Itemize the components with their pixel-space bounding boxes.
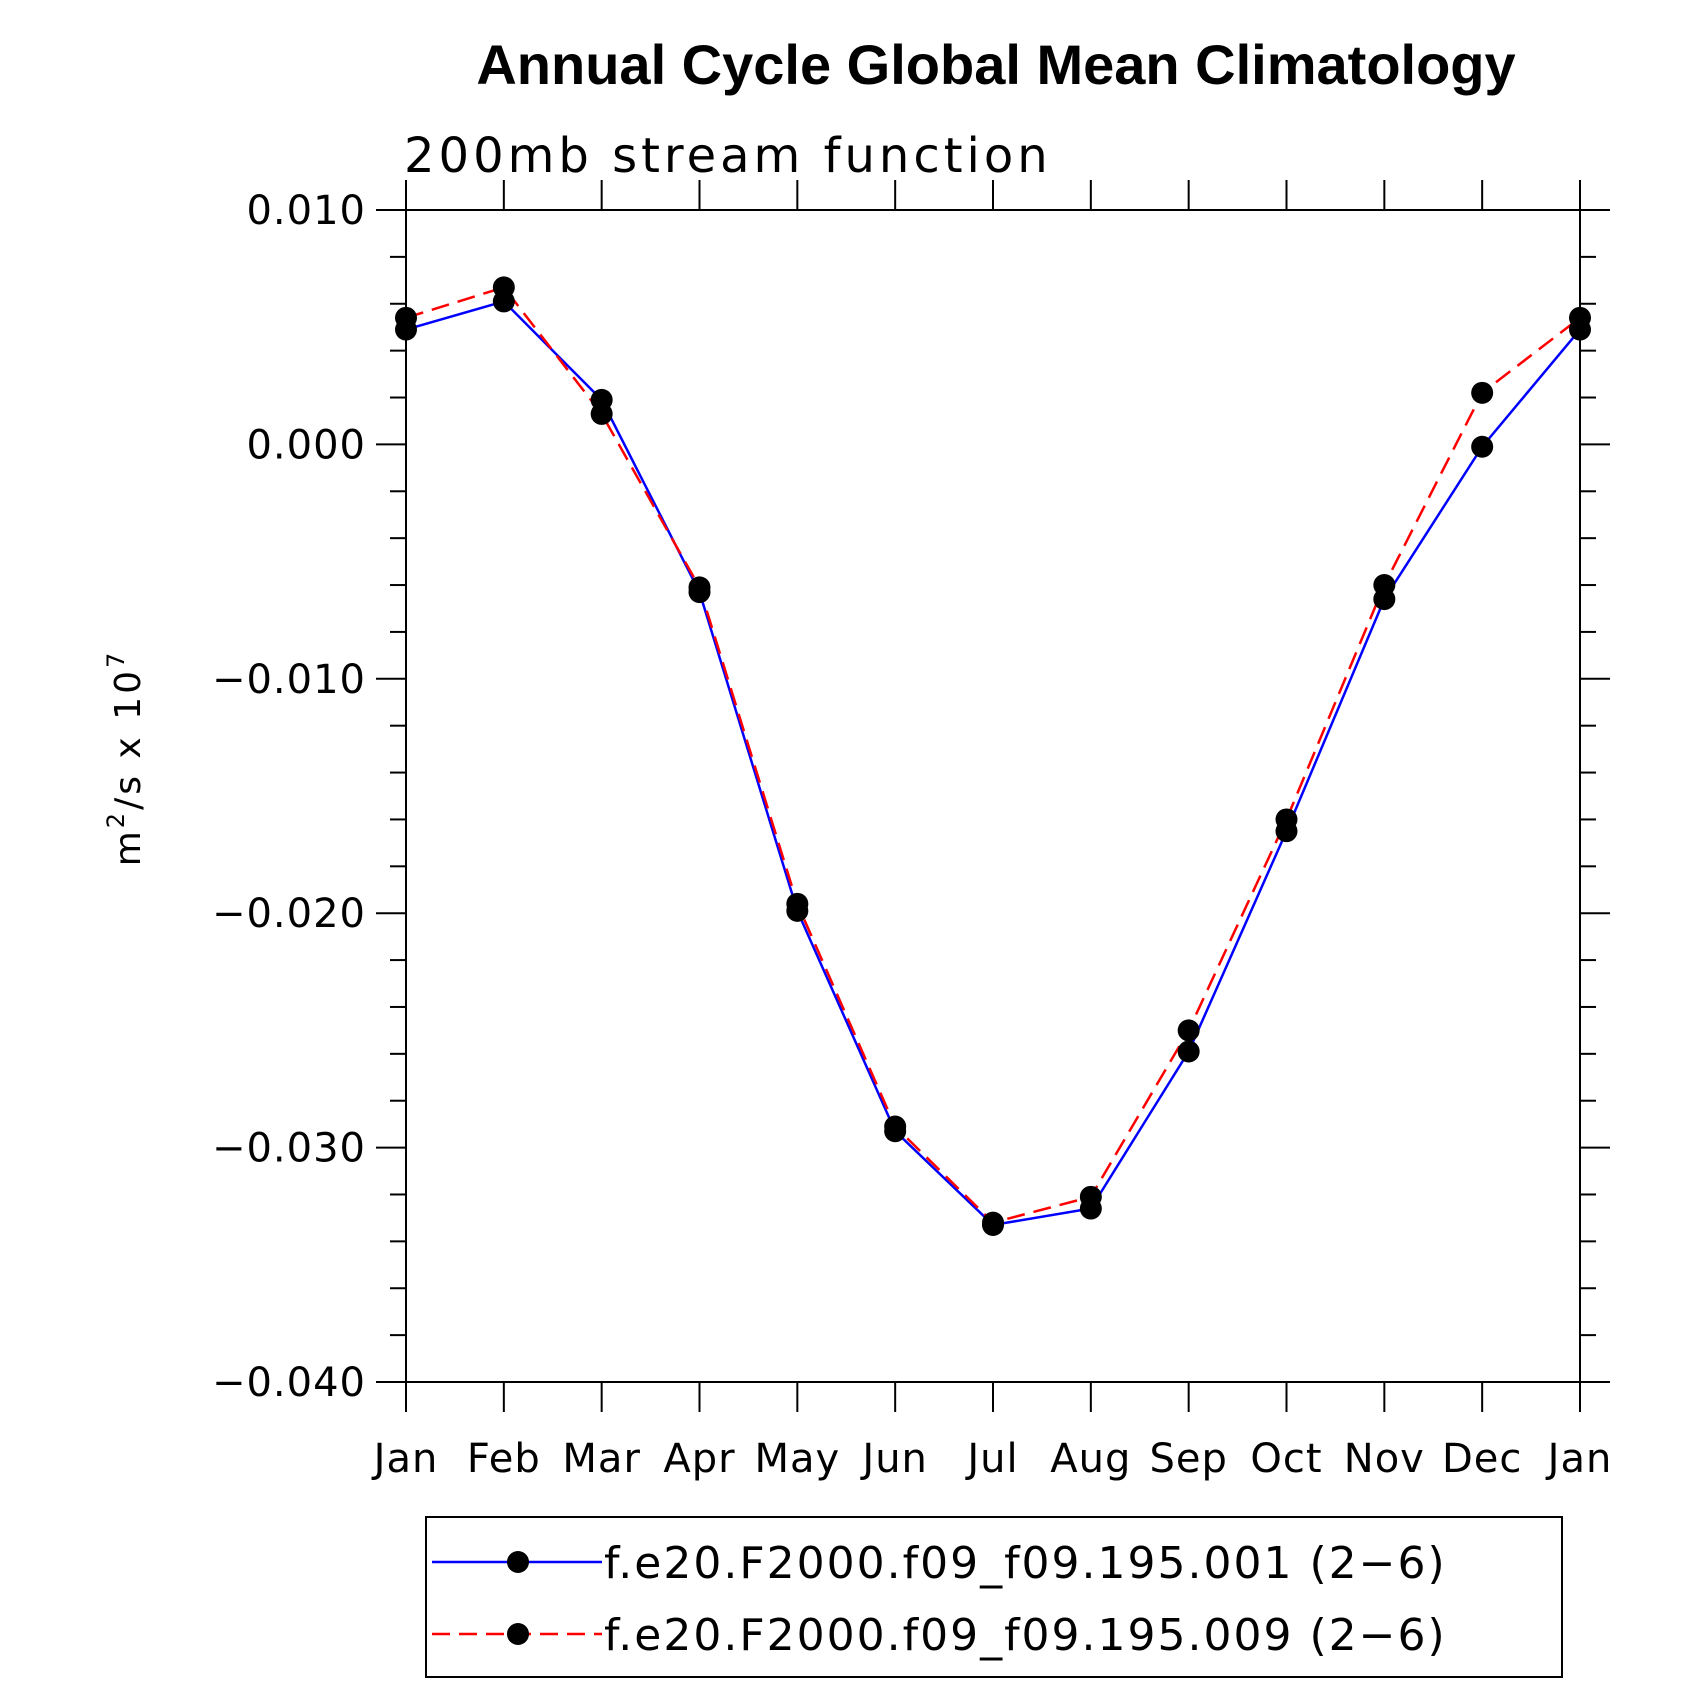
legend-marker-1 xyxy=(507,1551,529,1573)
x-tick-label: Aug xyxy=(1050,1436,1131,1482)
legend-label-2: f.e20.F2000.f09_f09.195.009 (2−6) xyxy=(604,1610,1447,1661)
y-tick-label: 0.010 xyxy=(246,188,366,234)
chart-title: Annual Cycle Global Mean Climatology xyxy=(476,33,1515,96)
series-2-point xyxy=(1177,1019,1200,1042)
series-line-1 xyxy=(405,300,1581,1227)
series-line-2 xyxy=(405,285,1581,1224)
legend-label-1: f.e20.F2000.f09_f09.195.001 (2−6) xyxy=(604,1538,1447,1589)
y-axis-label: m2/s x 107 xyxy=(102,650,149,867)
series-2-point xyxy=(395,306,417,329)
y-tick-label: −0.030 xyxy=(212,1126,366,1172)
chart-subtitle: 200mb stream function xyxy=(404,128,1052,184)
series-2-point xyxy=(688,576,711,599)
x-tick-label: Sep xyxy=(1149,1436,1227,1482)
x-tick-label: Apr xyxy=(663,1436,735,1482)
legend-marker-2 xyxy=(507,1623,529,1645)
y-axis-label-base: m xyxy=(108,828,149,866)
x-tick-label: Jan xyxy=(371,1436,439,1482)
plot-frame xyxy=(405,209,1581,1383)
series-2-point xyxy=(884,1115,907,1138)
series-2-point xyxy=(1569,306,1591,329)
series-1-point xyxy=(1471,435,1494,458)
y-axis-label-sup1: 2 xyxy=(102,810,130,828)
series-2-point xyxy=(1275,808,1298,831)
legend-box xyxy=(425,1516,1563,1678)
x-tick-label: Mar xyxy=(562,1436,640,1482)
legend: f.e20.F2000.f09_f09.195.001 (2−6) f.e20.F… xyxy=(425,1516,1563,1678)
series-2-point xyxy=(1471,381,1494,404)
y-tick-label: −0.040 xyxy=(212,1360,366,1406)
y-axis-label-mid: /s x 10 xyxy=(108,668,149,810)
svg-text:m2/s x 107: m2/s x 107 xyxy=(102,650,149,867)
y-axis-label-sup2: 7 xyxy=(102,650,130,668)
series-2-point xyxy=(982,1211,1004,1234)
x-tick-label: Jan xyxy=(1545,1436,1613,1482)
x-tick-label: Feb xyxy=(467,1436,541,1482)
y-tick-label: −0.020 xyxy=(212,891,366,937)
series-2-point xyxy=(492,276,515,299)
series-1-point xyxy=(1177,1040,1200,1063)
x-tick-label: Jul xyxy=(964,1436,1018,1482)
x-tick-label: Jun xyxy=(859,1436,928,1482)
y-tick-label: 0.000 xyxy=(246,422,366,468)
series-2-point xyxy=(590,402,613,425)
x-tick-label: May xyxy=(754,1436,840,1482)
series-2-point xyxy=(786,892,809,915)
x-tick-label: Oct xyxy=(1250,1436,1322,1482)
series-2-point xyxy=(1373,574,1396,597)
x-tick-label: Nov xyxy=(1344,1436,1425,1482)
series-2-point xyxy=(1079,1185,1102,1208)
y-tick-label: −0.010 xyxy=(212,657,366,703)
x-tick-label: Dec xyxy=(1442,1436,1522,1482)
